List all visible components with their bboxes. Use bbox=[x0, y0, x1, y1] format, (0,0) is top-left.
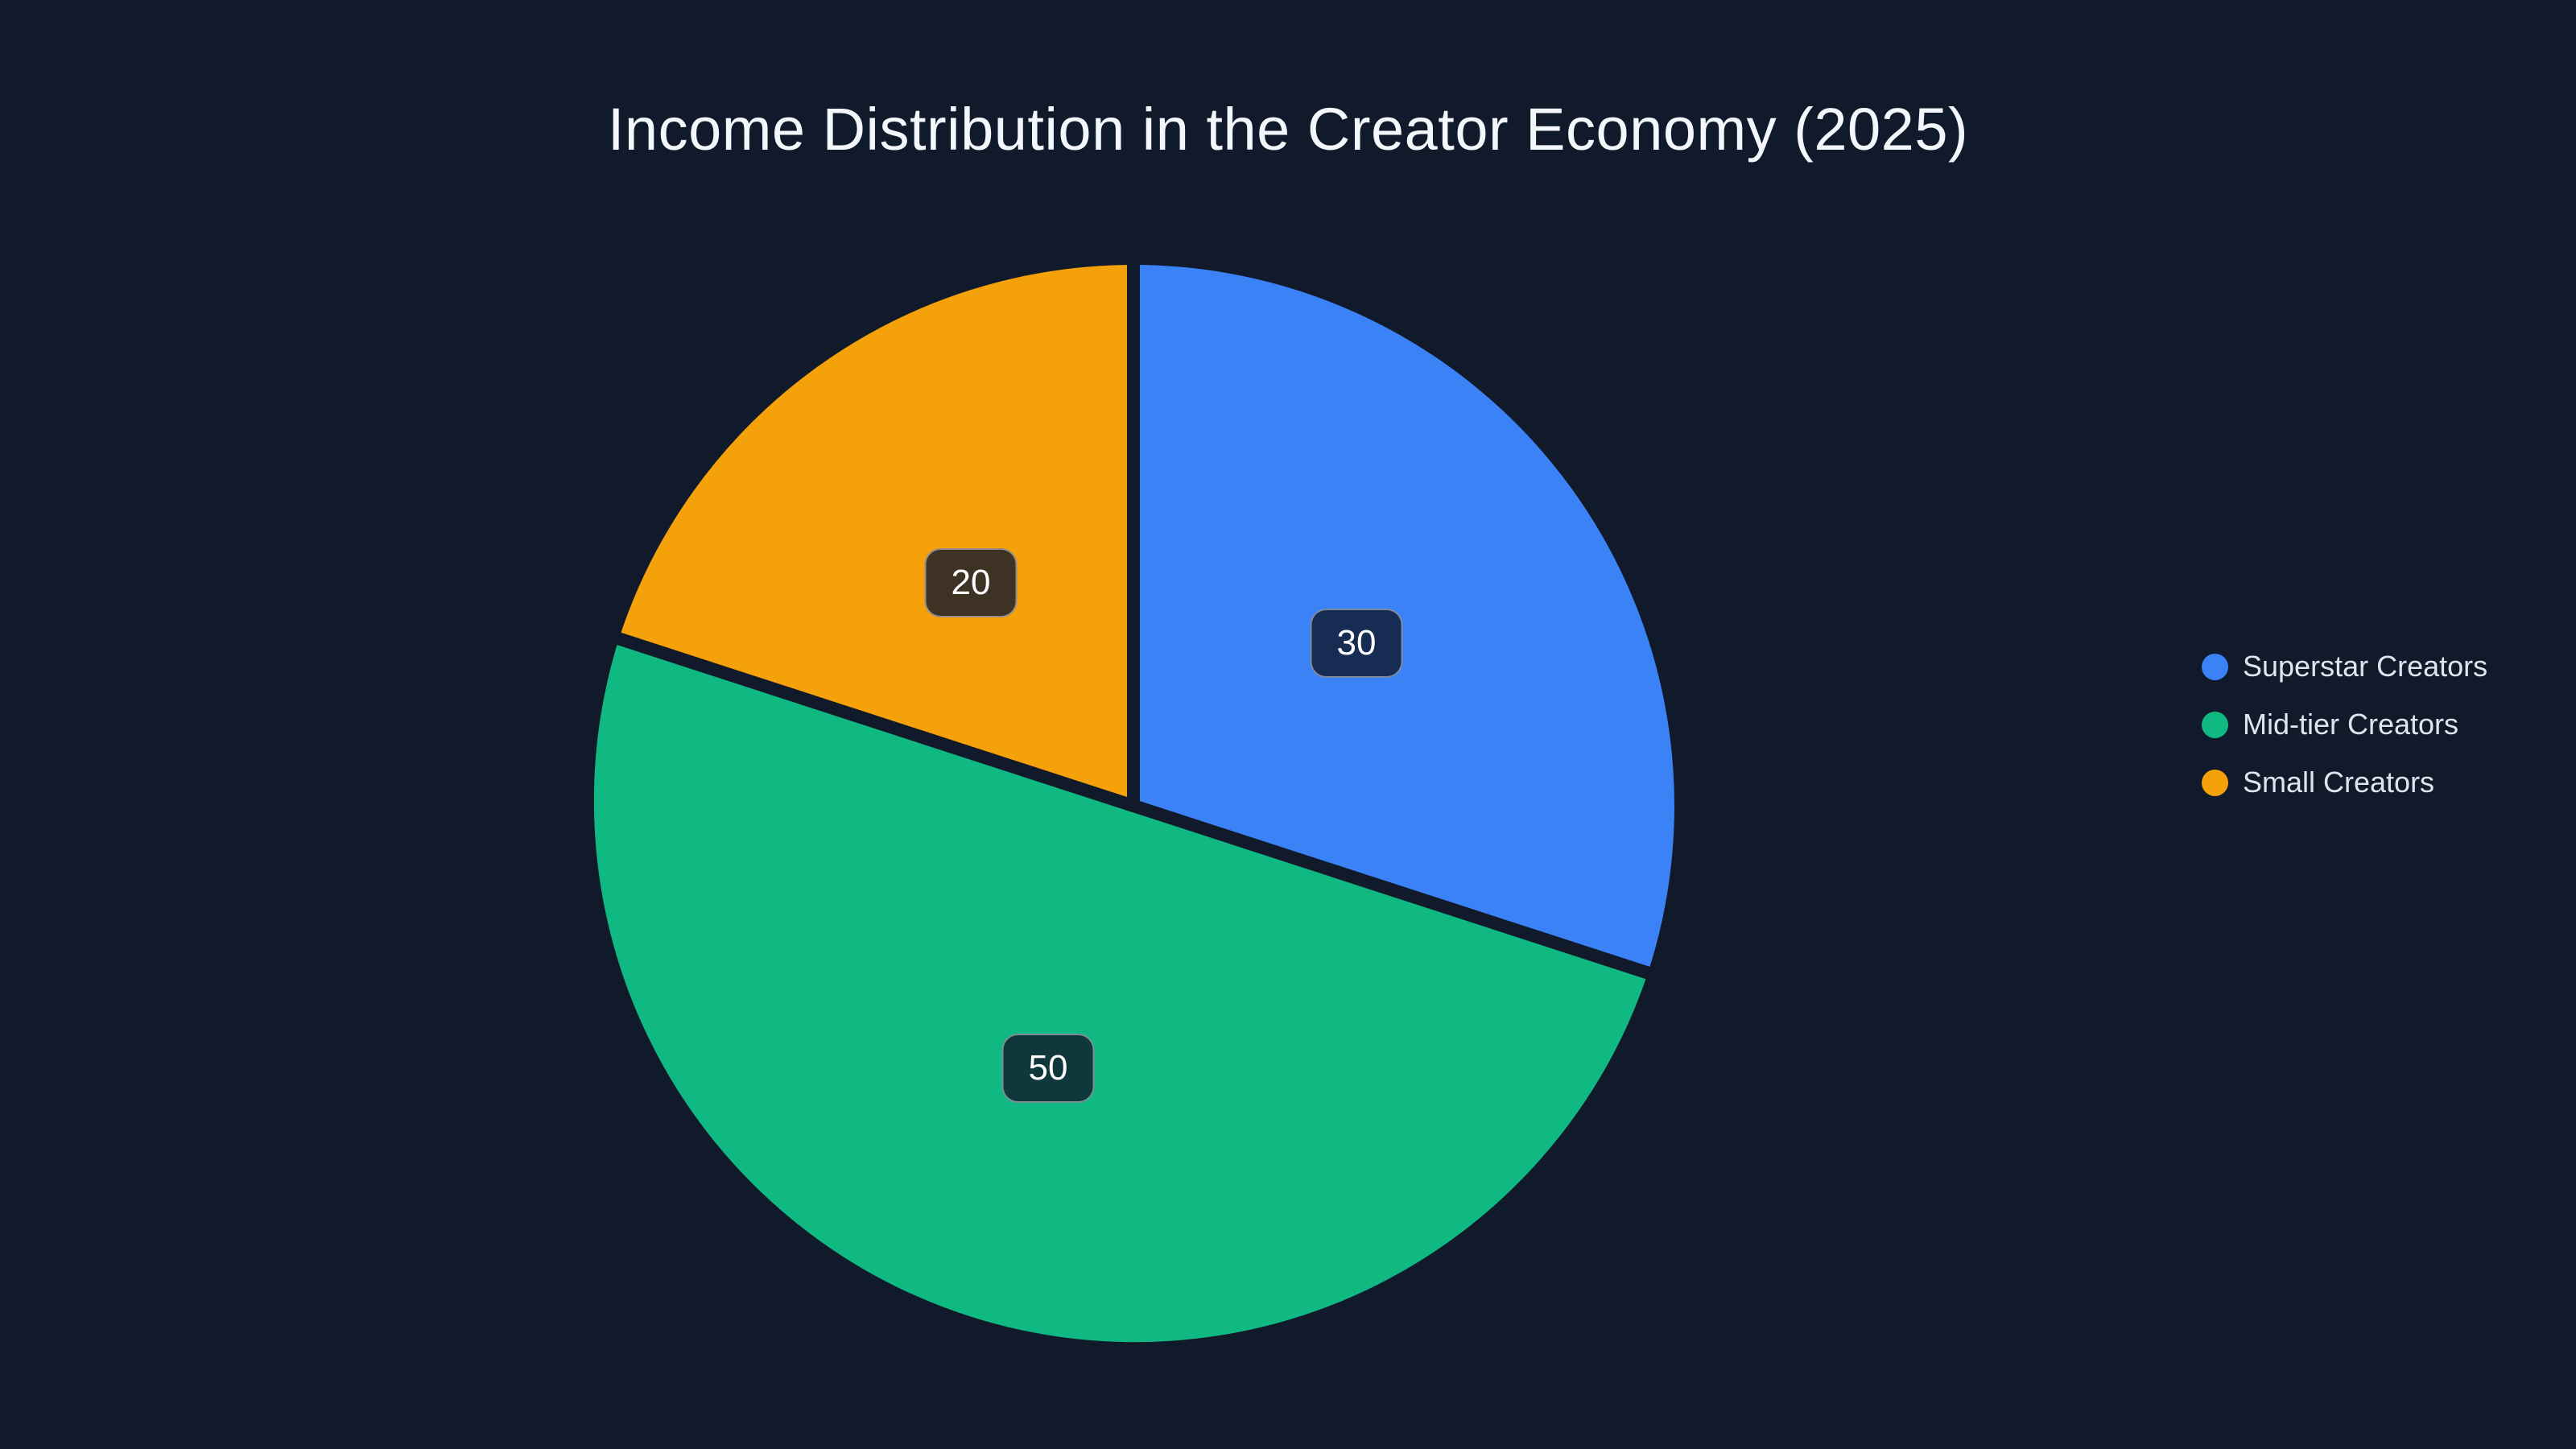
chart-title: Income Distribution in the Creator Econo… bbox=[607, 96, 1969, 163]
legend-swatch-mid-tier-creators bbox=[2202, 711, 2228, 738]
pie-slice-superstar-creators[interactable] bbox=[1127, 252, 1687, 982]
legend-label: Mid-tier Creators bbox=[2243, 708, 2459, 741]
legend-swatch-small-creators bbox=[2202, 769, 2228, 796]
legend-label: Superstar Creators bbox=[2243, 650, 2488, 683]
slice-value-label-superstar-creators: 30 bbox=[1310, 609, 1403, 678]
pie-slice-small-creators[interactable] bbox=[606, 252, 1140, 812]
slice-value-label-small-creators: 20 bbox=[924, 548, 1018, 617]
legend-item-superstar-creators[interactable]: Superstar Creators bbox=[2202, 652, 2487, 681]
pie-slice-mid-tier-creators[interactable] bbox=[580, 630, 1661, 1356]
legend-item-small-creators[interactable]: Small Creators bbox=[2202, 768, 2487, 797]
legend-item-mid-tier-creators[interactable]: Mid-tier Creators bbox=[2202, 710, 2487, 739]
legend-label: Small Creators bbox=[2243, 766, 2435, 799]
legend: Superstar Creators Mid-tier Creators Small… bbox=[2202, 652, 2487, 797]
slice-value-label-mid-tier-creators: 50 bbox=[1001, 1034, 1095, 1103]
legend-swatch-superstar-creators bbox=[2202, 653, 2228, 680]
